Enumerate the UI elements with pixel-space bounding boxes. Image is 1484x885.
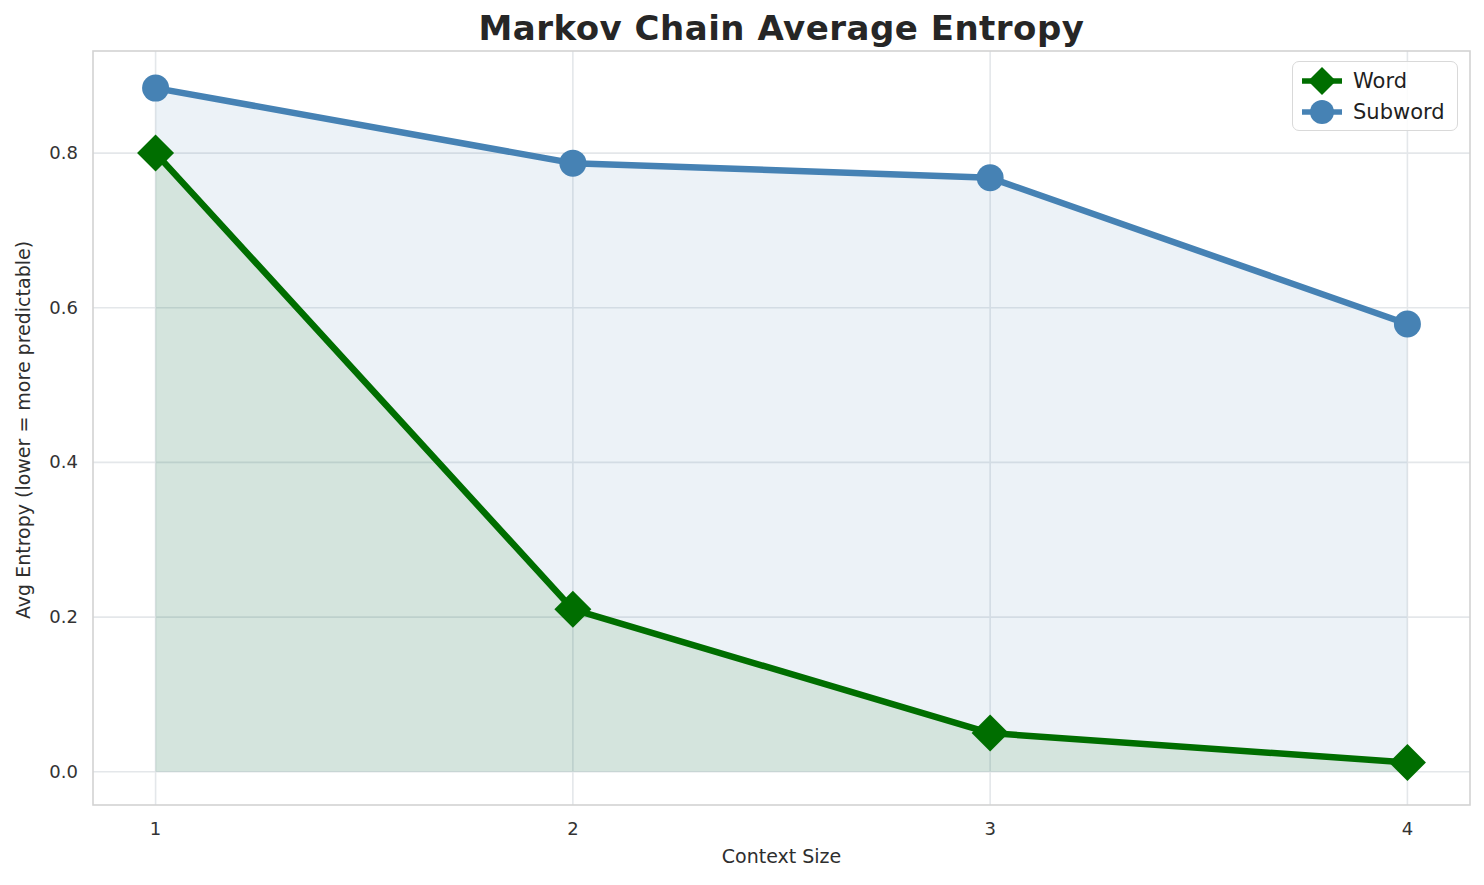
y-tick-label: 0.6: [28, 297, 78, 319]
word-diamond-marker-icon: [1299, 66, 1345, 96]
plot-area: [0, 0, 1484, 885]
x-tick-label: 2: [543, 817, 603, 841]
x-tick-label: 1: [126, 817, 186, 841]
figure: Markov Chain Average Entropy 12340.00.20…: [0, 0, 1484, 885]
legend: Word Subword: [1292, 61, 1458, 131]
data-point-subword: [559, 150, 586, 177]
y-axis-label: Avg Entropy (lower = more predictable): [12, 241, 34, 619]
x-tick-label: 3: [960, 817, 1020, 841]
y-tick-label: 0.4: [28, 451, 78, 473]
legend-label-subword: Subword: [1353, 100, 1445, 124]
y-tick-label: 0.2: [28, 606, 78, 628]
data-point-subword: [1394, 310, 1421, 337]
legend-item-subword: Subword: [1299, 97, 1447, 127]
data-point-subword: [977, 164, 1004, 191]
y-tick-label: 0.8: [28, 142, 78, 164]
legend-label-word: Word: [1353, 69, 1407, 93]
x-tick-label: 4: [1377, 817, 1437, 841]
subword-circle-marker-icon: [1299, 97, 1345, 127]
data-point-subword: [142, 75, 169, 102]
x-axis-label: Context Size: [93, 844, 1470, 868]
y-tick-label: 0.0: [28, 761, 78, 783]
legend-item-word: Word: [1299, 66, 1447, 96]
